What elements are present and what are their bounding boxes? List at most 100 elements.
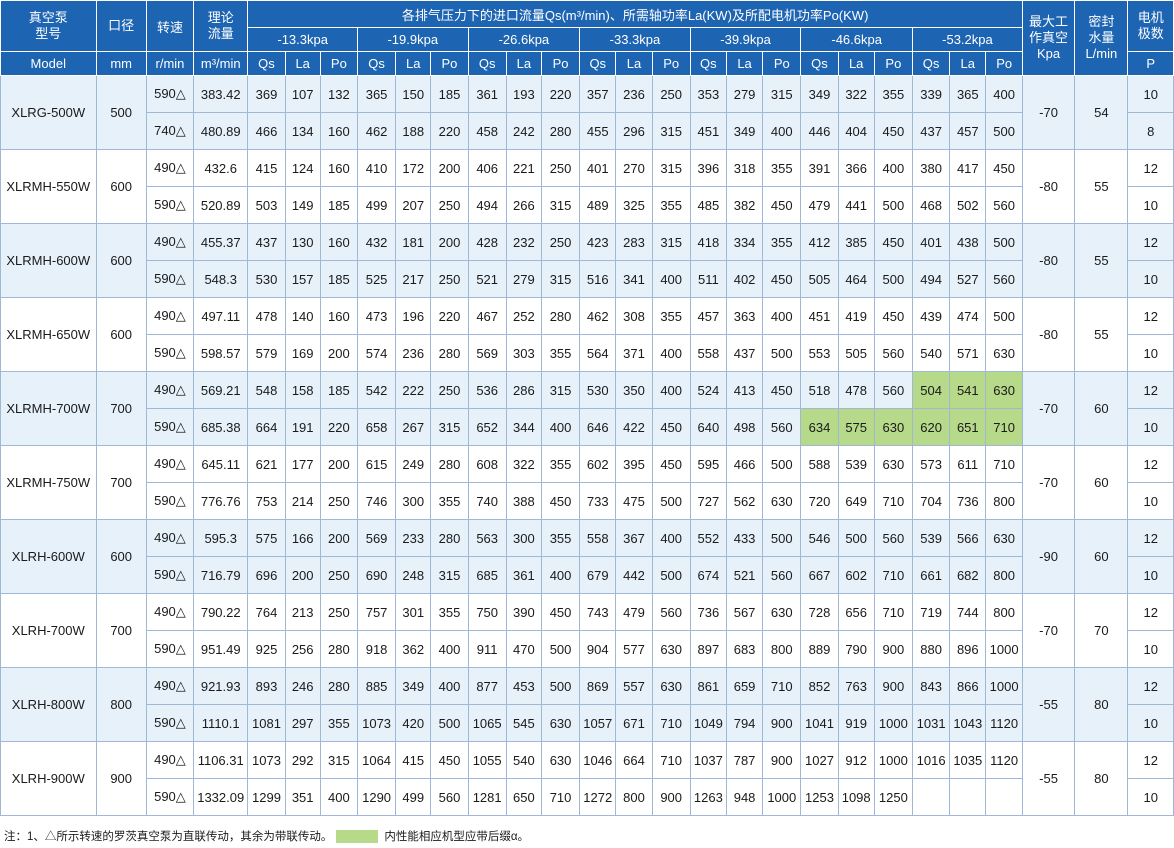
data-cell: 525 (356, 260, 397, 298)
data-cell: 363 (725, 297, 764, 335)
data-cell: 893 (247, 667, 286, 705)
data-cell: 516 (579, 260, 617, 298)
bore-value: 700 (95, 371, 147, 446)
data-cell: 800 (985, 593, 1023, 631)
data-cell: 402 (725, 260, 764, 298)
data-cell: 753 (247, 482, 286, 520)
data-cell: 220 (319, 408, 358, 446)
data-cell: 286 (505, 371, 542, 409)
data-cell: 763 (837, 667, 875, 705)
data-cell: 250 (540, 149, 581, 187)
data-cell: 527 (949, 260, 987, 298)
seal-water-value: 54 (1074, 75, 1129, 150)
table-row: 590△ 716.79 696 200 250 690 248 315 685 361 400 679… (1, 556, 1174, 594)
max-vacuum-value: -70 (1021, 75, 1076, 150)
data-cell: 1073 (247, 741, 286, 779)
speed-value: 590△ (145, 334, 195, 372)
unit-header-row: Model mm r/min m³/min Qs La Po Qs La Po Qs La Po… (0, 51, 1174, 76)
speed-value: 490△ (145, 297, 195, 335)
table-row: XLRMH-650W 600 490△ 497.11 478 140 160 473 196 22… (0, 297, 1174, 372)
data-cell: 560 (985, 260, 1023, 298)
model-name: XLRMH-550W (0, 149, 97, 224)
data-cell: 400 (985, 75, 1023, 113)
speed-value: 590△ (145, 630, 195, 668)
data-cell: 545 (505, 704, 542, 742)
data-cell: 588 (800, 445, 839, 483)
data-cell: 315 (651, 223, 691, 261)
data-cell: 479 (615, 593, 653, 631)
data-cell: 351 (284, 778, 321, 816)
data-cell: 710 (873, 482, 913, 520)
data-cell: 385 (837, 223, 875, 261)
data-cell: 236 (615, 75, 653, 113)
poles-value: 12 (1127, 223, 1174, 261)
data-cell: 690 (356, 556, 397, 594)
header-pressure: -39.9kpa (689, 27, 802, 52)
data-cell: 852 (800, 667, 839, 705)
data-cell: 355 (319, 704, 358, 742)
data-cell: 437 (911, 112, 951, 150)
table-row: 740△ 480.89 466 134 160 462 188 220 458 242 280 455… (1, 112, 1174, 150)
data-cell: 355 (540, 519, 581, 557)
header-model-line1: 真空泵 (28, 10, 68, 25)
data-cell: 177 (284, 445, 321, 483)
data-cell: 560 (873, 371, 913, 409)
data-cell: 279 (725, 75, 764, 113)
header-model-en: Model (0, 51, 97, 76)
model-name: XLRG-500W (0, 75, 97, 150)
data-cell: 466 (247, 112, 286, 150)
data-cell: 540 (911, 334, 951, 372)
seal-water-value: 55 (1074, 149, 1129, 224)
data-cell: 413 (725, 371, 764, 409)
data-cell: 843 (911, 667, 951, 705)
data-cell: 1049 (689, 704, 727, 742)
header-theory-line1: 理论 (207, 10, 234, 25)
data-cell: 355 (430, 482, 469, 520)
speed-value: 490△ (145, 445, 195, 483)
speed-value: 590△ (145, 186, 195, 224)
data-cell: 502 (949, 186, 987, 224)
data-cell: 710 (873, 593, 913, 631)
speed-value: 590△ (145, 704, 195, 742)
data-cell: 649 (837, 482, 875, 520)
data-cell: 530 (579, 371, 617, 409)
data-cell: 897 (689, 630, 727, 668)
data-cell: 400 (762, 297, 802, 335)
data-cell: 674 (689, 556, 727, 594)
speed-value: 490△ (145, 223, 195, 261)
data-cell: 462 (356, 112, 397, 150)
data-cell: 236 (395, 334, 432, 372)
data-cell: 866 (949, 667, 987, 705)
data-cell: 727 (689, 482, 727, 520)
header-pressure: -13.3kpa (247, 27, 358, 52)
theory-flow-value: 645.11 (193, 445, 249, 483)
data-cell: 160 (319, 223, 358, 261)
table-row: 590△ 1110.1 1081 297 355 1073 420 500 1065 545 630… (1, 704, 1174, 742)
data-cell: 685 (467, 556, 507, 594)
poles-value: 12 (1127, 149, 1174, 187)
data-cell: 696 (247, 556, 286, 594)
speed-value: 590△ (145, 482, 195, 520)
data-cell: 787 (725, 741, 764, 779)
data-cell: 256 (284, 630, 321, 668)
header-seal-water: 密封 水量 L/min (1074, 0, 1129, 76)
data-cell: 172 (395, 149, 432, 187)
data-cell: 418 (689, 223, 727, 261)
data-cell: 390 (505, 593, 542, 631)
data-cell: 249 (395, 445, 432, 483)
theory-flow-value: 520.89 (193, 186, 249, 224)
data-cell: 134 (284, 112, 321, 150)
data-cell: 504 (911, 371, 951, 409)
data-cell: 560 (985, 186, 1023, 224)
data-cell: 667 (800, 556, 839, 594)
data-cell: 437 (247, 223, 286, 261)
theory-flow-value: 1332.09 (193, 778, 249, 816)
data-cell: 728 (800, 593, 839, 631)
data-cell: 396 (689, 149, 727, 187)
data-cell: 571 (949, 334, 987, 372)
header-seal-line2: 水量 (1088, 30, 1115, 45)
data-cell: 900 (762, 741, 802, 779)
data-cell: 455 (579, 112, 617, 150)
max-vacuum-value: -80 (1021, 223, 1076, 298)
data-cell: 200 (319, 519, 358, 557)
